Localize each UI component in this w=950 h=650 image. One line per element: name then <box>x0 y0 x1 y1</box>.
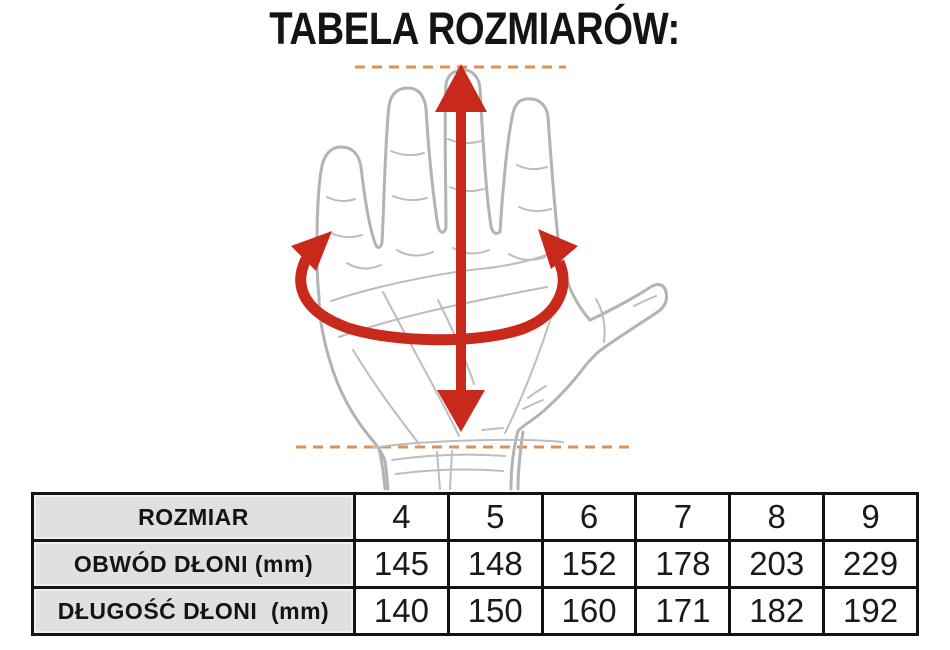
page-title-text: TABELA ROZMIARÓW: <box>269 3 681 54</box>
size-cell: 9 <box>822 492 919 542</box>
hand-silhouette <box>315 68 669 491</box>
circumference-cell: 229 <box>822 539 919 589</box>
circumference-cell: 145 <box>353 539 450 589</box>
size-cell: 7 <box>634 492 732 542</box>
hand-crease-lines <box>326 138 657 490</box>
circumference-arrow-arc <box>295 256 569 346</box>
row-label-circumference: OBWÓD DŁONI (mm) <box>31 539 356 589</box>
circumference-arrowhead-right <box>538 229 578 269</box>
circumference-arrow-icon <box>291 229 578 346</box>
size-table: ROZMIAR 4 5 6 7 8 9 OBWÓD DŁONI (mm) 145… <box>31 492 919 636</box>
row-label-size: ROZMIAR <box>31 492 356 542</box>
circumference-cell: 148 <box>446 539 544 589</box>
circumference-arrowhead-left <box>291 231 332 271</box>
table-row-circumference: OBWÓD DŁONI (mm) 145 148 152 178 203 229 <box>31 539 919 589</box>
table-row-length: DŁUGOŚĆ DŁONI (mm) 140 150 160 171 182 1… <box>31 586 919 636</box>
row-label-length: DŁUGOŚĆ DŁONI (mm) <box>31 586 356 636</box>
hand-outline-icon <box>315 68 669 491</box>
length-arrowhead-down <box>437 390 485 432</box>
length-cell: 150 <box>446 586 544 636</box>
length-cell: 160 <box>540 586 638 636</box>
length-arrowhead-up <box>435 64 487 112</box>
length-cell: 140 <box>353 586 450 636</box>
wrist-left-edge-line <box>377 446 387 491</box>
size-cell: 8 <box>728 492 826 542</box>
table-row-size: ROZMIAR 4 5 6 7 8 9 <box>31 492 919 542</box>
size-cell: 5 <box>446 492 544 542</box>
wrist-right-edge-line <box>516 430 525 491</box>
size-cell: 6 <box>540 492 638 542</box>
page-title: TABELA ROZMIARÓW: <box>0 6 950 51</box>
length-cell: 182 <box>728 586 826 636</box>
length-cell: 192 <box>822 586 919 636</box>
circumference-cell: 152 <box>540 539 638 589</box>
circumference-cell: 203 <box>728 539 826 589</box>
size-cell: 4 <box>353 492 450 542</box>
circumference-cell: 178 <box>634 539 732 589</box>
length-arrow-icon <box>435 64 487 432</box>
length-cell: 171 <box>634 586 732 636</box>
